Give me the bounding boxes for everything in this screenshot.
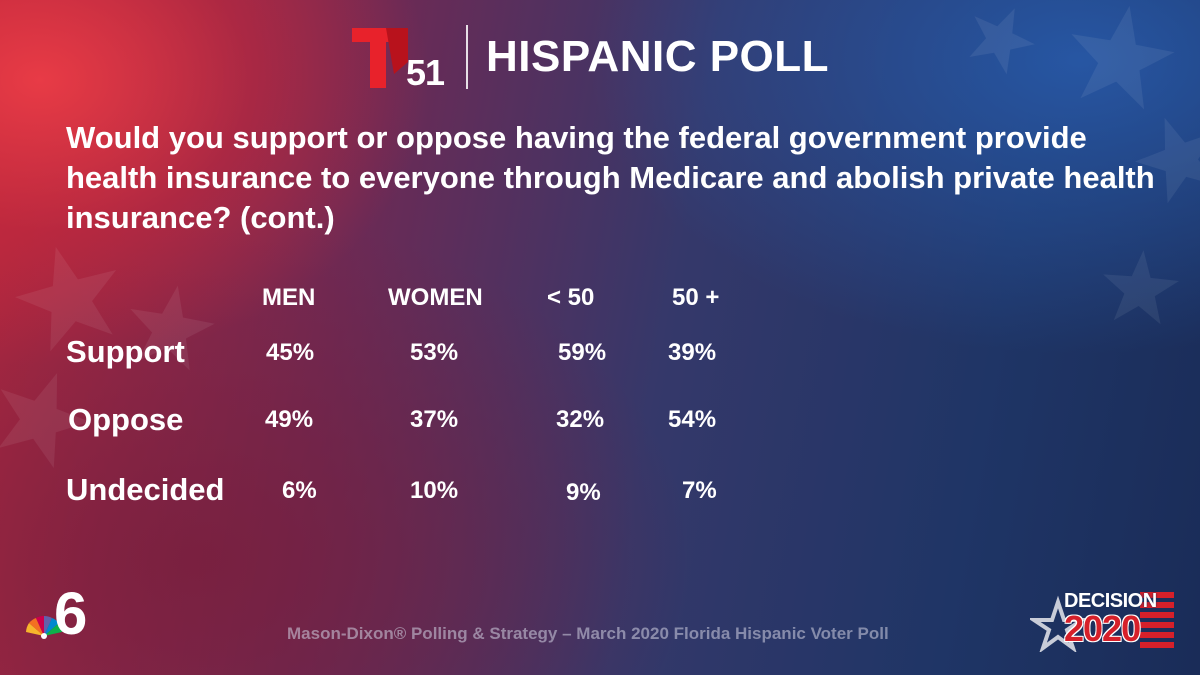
decision-word: DECISION (1064, 590, 1157, 612)
cell-oppose-women: 37% (410, 406, 459, 433)
decision-2020-logo: DECISION 2020 (1027, 588, 1180, 657)
nbc-peacock-icon (26, 616, 62, 639)
flag-star-icon (1027, 592, 1174, 654)
cell-support-under-50: 59% (558, 339, 607, 366)
cell-undecided-men: 6% (282, 477, 317, 504)
column-header-under-50: < 50 (547, 284, 595, 311)
poll-source: Mason-Dixon® Polling & Strategy – March … (287, 624, 889, 643)
telemundo-logo: 51 (350, 22, 460, 93)
cell-oppose-50-plus: 54% (668, 406, 717, 433)
cell-oppose-under-50: 32% (556, 406, 605, 433)
cell-support-men: 45% (266, 339, 315, 366)
header: 51 HISPANIC POLL (350, 22, 830, 93)
cell-undecided-under-50: 9% (566, 479, 601, 506)
column-header-50-plus: 50 + (672, 284, 720, 311)
row-label-undecided: Undecided (66, 472, 225, 507)
poll-question: Would you support or oppose having the f… (66, 120, 1155, 235)
channel-number: 51 (406, 52, 445, 93)
header-title: HISPANIC POLL (486, 32, 830, 81)
decision-year: 2020 (1064, 608, 1141, 649)
cell-support-women: 53% (410, 339, 459, 366)
telemundo-t-icon (352, 28, 408, 88)
station-number: 6 (54, 580, 88, 647)
column-header-men: MEN (262, 284, 316, 311)
cell-undecided-women: 10% (410, 477, 459, 504)
row-label-oppose: Oppose (68, 402, 184, 437)
row-label-support: Support (66, 334, 185, 369)
cell-support-50-plus: 39% (668, 339, 717, 366)
nbc6-logo: 6 (24, 584, 94, 653)
column-header-women: WOMEN (388, 284, 483, 311)
cell-undecided-50-plus: 7% (682, 477, 717, 504)
header-divider (466, 25, 468, 89)
cell-oppose-men: 49% (265, 406, 314, 433)
